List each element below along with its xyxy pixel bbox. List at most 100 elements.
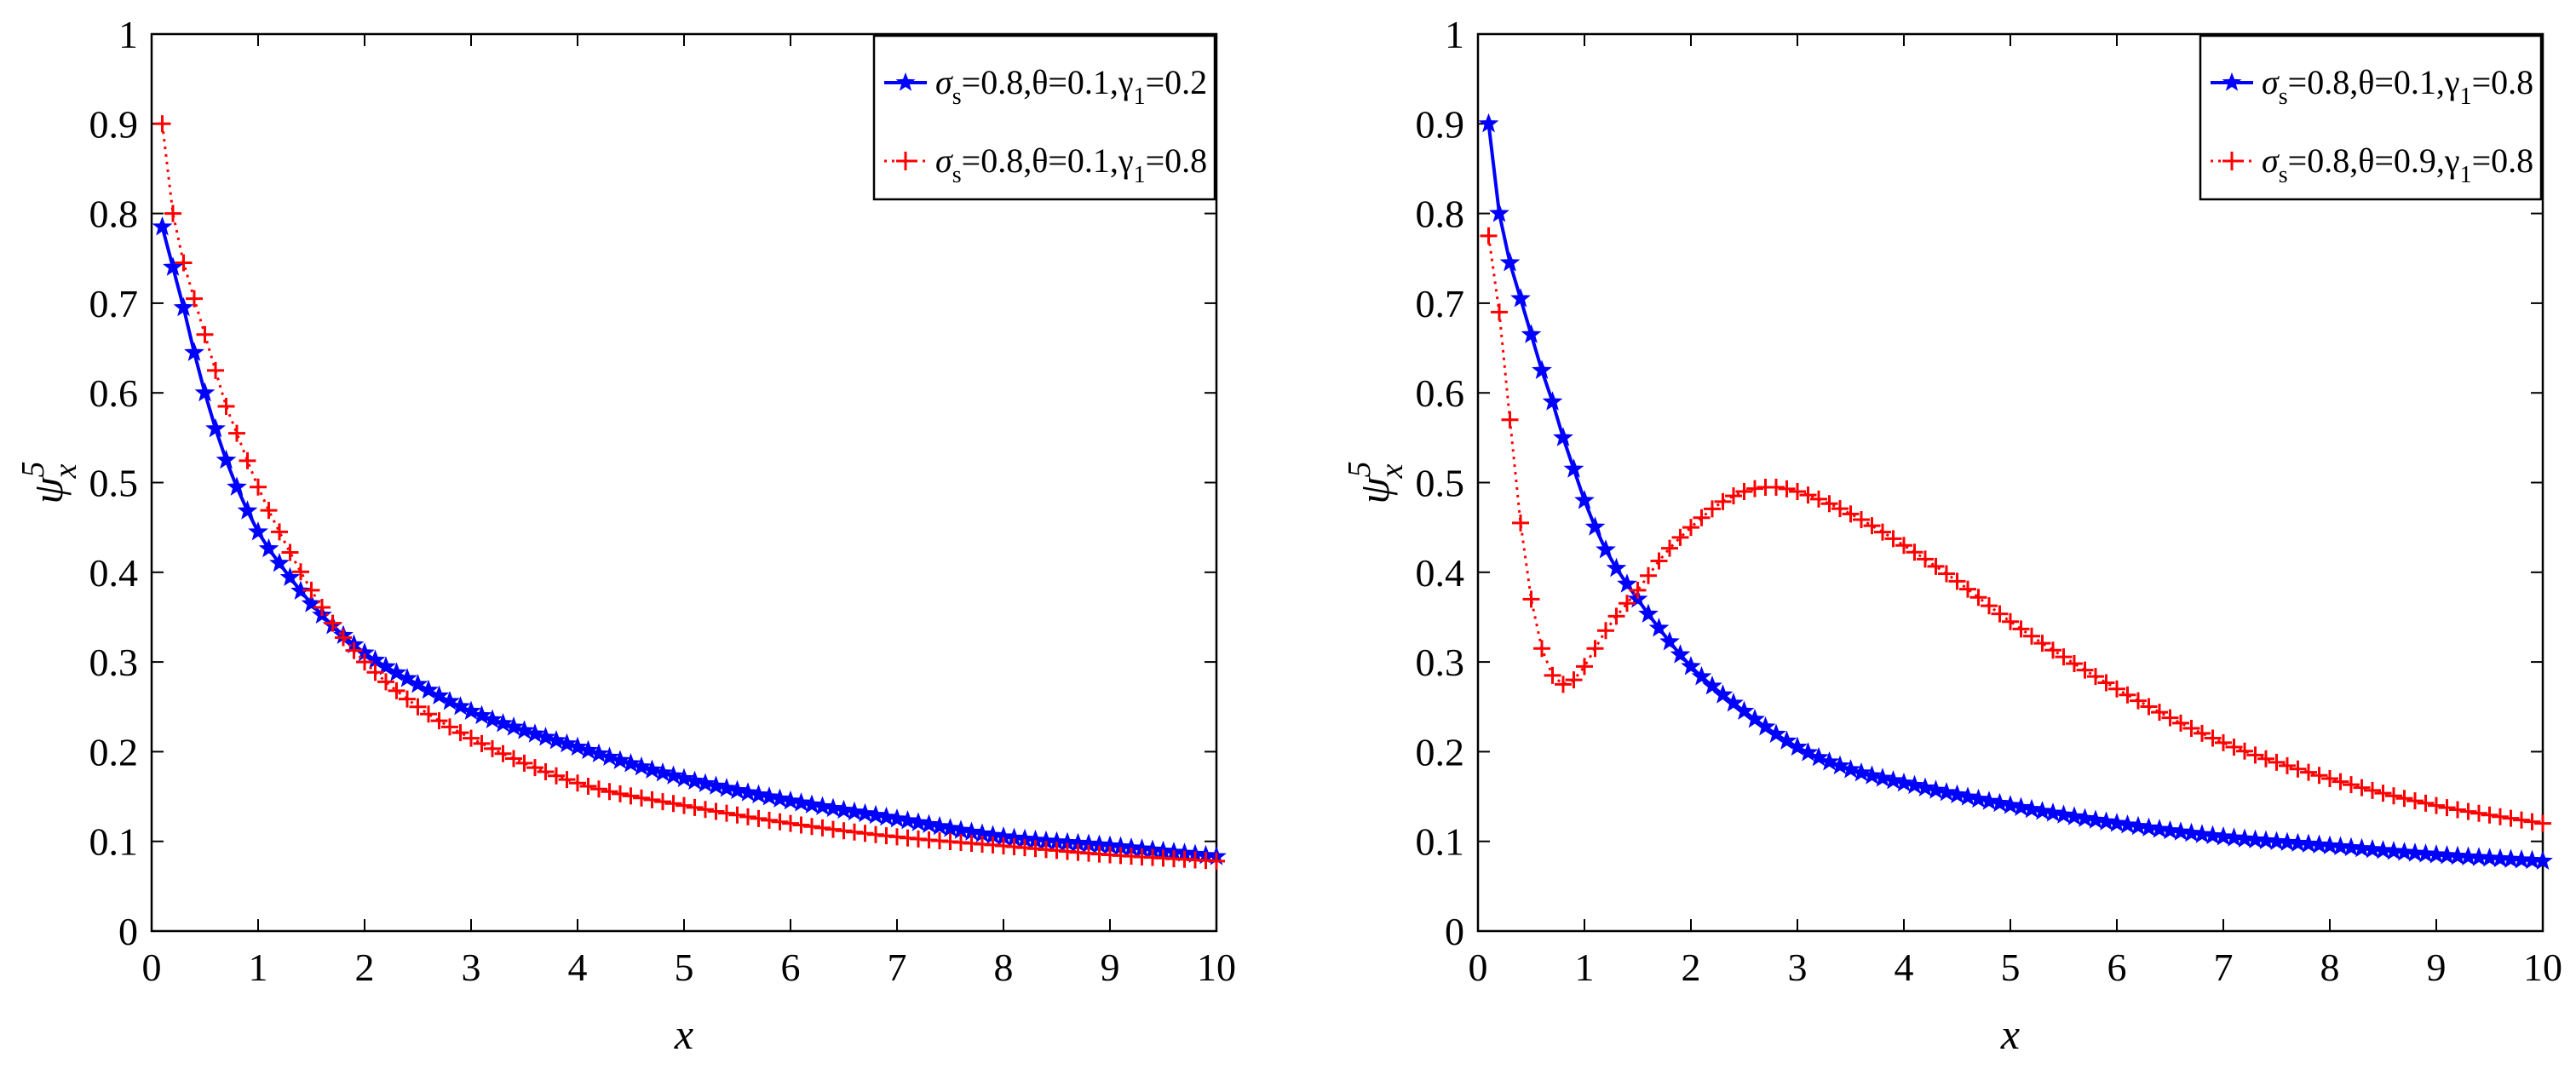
- data-point: [643, 791, 661, 808]
- data-point: [2320, 835, 2340, 855]
- data-point: [610, 750, 630, 769]
- data-point: [430, 712, 448, 730]
- data-point: [194, 382, 216, 402]
- legend-marker-plus-icon: [896, 152, 915, 170]
- data-point: [2502, 809, 2520, 827]
- data-point: [525, 723, 545, 743]
- y-tick-label: 0.2: [1416, 730, 1465, 773]
- data-point: [492, 712, 514, 733]
- data-point: [428, 685, 450, 704]
- data-point: [2490, 848, 2510, 868]
- data-point: [887, 808, 907, 828]
- data-point: [1883, 769, 1904, 790]
- data-point: [313, 599, 331, 617]
- data-point: [441, 718, 458, 736]
- data-point: [163, 256, 183, 276]
- data-point: [814, 819, 831, 837]
- data-point: [186, 290, 203, 308]
- data-point: [695, 773, 716, 793]
- data-point: [750, 809, 768, 827]
- data-point: [2159, 819, 2181, 840]
- y-tick-label: 0.4: [1416, 551, 1465, 595]
- data-point: [2172, 714, 2189, 732]
- data-point: [2234, 828, 2255, 848]
- data-point: [1532, 359, 1552, 379]
- x-tick-label: 1: [1575, 946, 1595, 989]
- data-point: [1853, 510, 1870, 528]
- data-point: [2406, 792, 2424, 810]
- y-tick-label: 1: [1445, 13, 1464, 56]
- data-point: [2245, 829, 2266, 849]
- data-point: [641, 759, 663, 779]
- data-point: [546, 729, 566, 750]
- data-point: [1851, 762, 1872, 782]
- data-point: [461, 700, 481, 721]
- data-point: [290, 580, 311, 600]
- y-tick-label: 0.5: [89, 462, 139, 505]
- chart-left: 0 1 2 3 4 5 6 7 8 9 10 0 0.1 0.2 0.3 0.4 0.5 0.6 0.7 0.8 0.9…: [15, 13, 1236, 1058]
- data-point: [484, 739, 501, 757]
- data-point: [1586, 640, 1604, 658]
- data-point: [2021, 798, 2042, 819]
- data-point: [1650, 552, 1668, 570]
- data-point: [1555, 676, 1572, 693]
- data-point: [514, 720, 535, 739]
- data-point: [2085, 809, 2106, 829]
- data-point: [2332, 773, 2349, 791]
- data-point: [1735, 483, 1753, 501]
- series-red: [1480, 227, 2551, 832]
- data-point: [908, 812, 929, 831]
- data-point: [2130, 692, 2147, 710]
- data-point: [2012, 620, 2030, 638]
- data-point: [1522, 590, 1540, 608]
- data-point: [515, 754, 533, 772]
- data-point: [2107, 813, 2127, 832]
- data-point: [239, 451, 256, 469]
- data-point: [718, 804, 735, 822]
- data-point: [397, 668, 417, 687]
- data-point: [823, 797, 843, 818]
- data-point: [356, 653, 373, 671]
- data-point: [1576, 658, 1593, 676]
- data-point: [918, 814, 940, 834]
- data-point: [1640, 566, 1657, 584]
- y-tick-label: 0.9: [1416, 102, 1465, 146]
- legend-marker-star-icon: [895, 72, 916, 91]
- data-point: [2449, 801, 2466, 819]
- data-point: [1584, 516, 1606, 536]
- data-point: [1682, 519, 1699, 537]
- data-point: [1542, 391, 1563, 411]
- y-tick-label: 0.8: [1416, 193, 1465, 236]
- data-point: [684, 770, 705, 791]
- y-axis-title: ψ5x: [15, 461, 83, 503]
- data-point: [217, 397, 235, 415]
- data-point: [748, 784, 769, 804]
- data-point: [503, 716, 524, 736]
- data-point: [2300, 763, 2317, 781]
- data-point: [1981, 597, 1998, 615]
- data-point: [2202, 825, 2223, 845]
- data-point: [377, 673, 394, 691]
- data-point: [409, 698, 427, 716]
- data-point: [1991, 605, 2009, 623]
- x-tick-label: 4: [568, 946, 588, 989]
- data-point: [1510, 288, 1531, 308]
- data-point: [876, 806, 897, 826]
- data-point: [302, 581, 320, 599]
- data-point: [301, 593, 322, 612]
- y-tick-label: 0.7: [1416, 282, 1465, 325]
- data-point: [292, 563, 309, 581]
- y-tick-label: 0.2: [89, 730, 139, 773]
- data-point: [2236, 742, 2253, 760]
- data-point: [599, 746, 620, 766]
- data-point: [631, 756, 652, 776]
- series-line: [1486, 124, 2544, 863]
- data-point: [589, 743, 609, 763]
- chart-right: 0 1 2 3 4 5 6 7 8 9 10 0 0.1 0.2 0.3 0.4 0.5 0.6 0.7 0.8 0.9…: [1342, 13, 2562, 1058]
- data-point: [1840, 759, 1861, 779]
- data-point: [2161, 709, 2179, 727]
- data-point: [578, 739, 599, 760]
- data-point: [2405, 842, 2425, 862]
- data-point: [802, 794, 822, 814]
- y-tick-label: 0.1: [89, 820, 139, 864]
